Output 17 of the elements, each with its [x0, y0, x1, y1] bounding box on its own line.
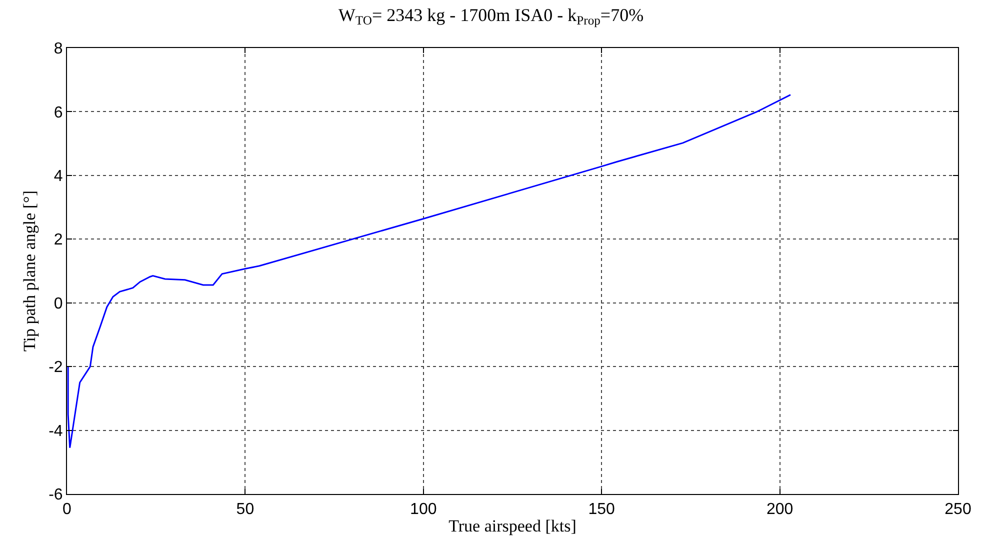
- y-axis-title: Tip path plane angle [°]: [20, 190, 40, 352]
- y-tick-label: 2: [54, 232, 63, 249]
- chart-title: W$_{TO}$= 2343 kg - 1700m ISA0 - k$_{Prop}$=70%: [338, 4, 644, 28]
- y-tick-label: 8: [54, 40, 63, 58]
- x-tick-label: 200: [766, 501, 794, 518]
- y-tick-label: -6: [48, 486, 63, 504]
- y-tick-label: 0: [54, 295, 63, 312]
- x-axis-title: True airspeed [kts]: [448, 516, 576, 536]
- y-tick-label: 4: [54, 168, 63, 186]
- x-tick-label: 150: [588, 501, 616, 518]
- y-tick-label: -2: [48, 359, 63, 376]
- y-tick-label: -4: [48, 422, 63, 440]
- x-tick-label: 100: [410, 501, 437, 518]
- y-tick-label: 6: [54, 104, 63, 122]
- x-tick-label: 50: [236, 501, 254, 518]
- x-tick-label: 250: [944, 501, 972, 518]
- line-series: [67, 94, 792, 449]
